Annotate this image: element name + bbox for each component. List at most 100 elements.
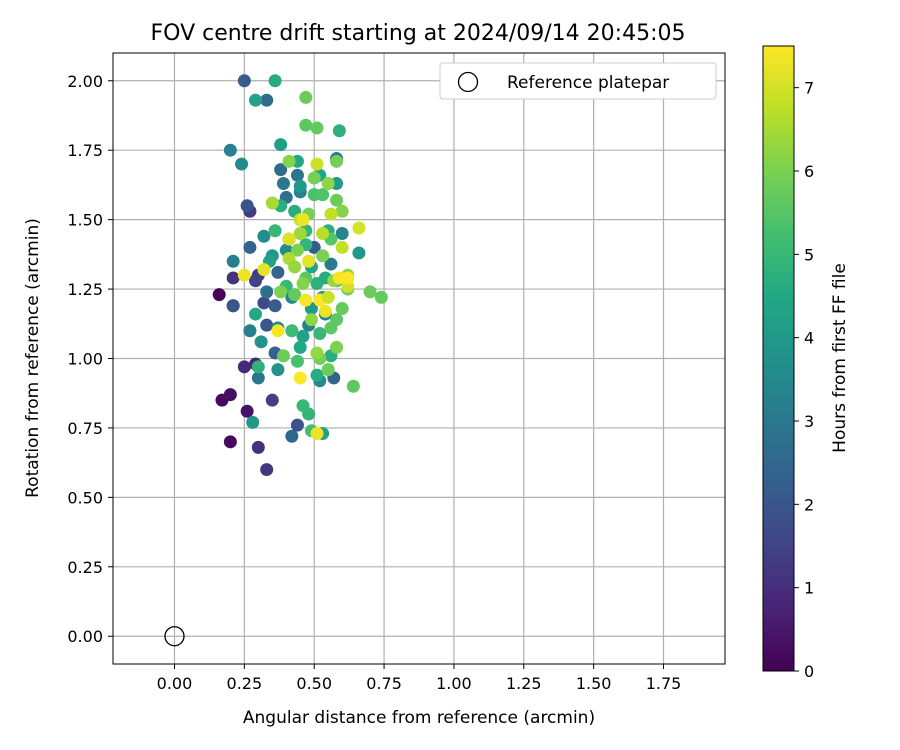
data-point bbox=[310, 426, 324, 440]
data-point bbox=[268, 224, 282, 238]
colorbar-tick-label: 1 bbox=[804, 579, 814, 598]
colorbar-tick-label: 3 bbox=[804, 412, 814, 431]
data-point bbox=[212, 288, 226, 302]
data-point bbox=[310, 121, 324, 135]
data-point bbox=[316, 188, 330, 202]
colorbar-ticks: 0 1 2 3 4 5 6 7 bbox=[794, 79, 814, 681]
legend-box bbox=[439, 62, 717, 100]
data-point bbox=[240, 199, 254, 213]
data-point bbox=[293, 371, 307, 385]
x-axis-ticks: 0.00 0.25 0.50 0.75 1.00 1.25 1.50 1.75 bbox=[157, 664, 681, 693]
data-point bbox=[299, 118, 313, 132]
data-point bbox=[290, 418, 304, 432]
y-tick-label: 0.50 bbox=[67, 488, 103, 507]
colorbar-label: Hours from first FF file bbox=[830, 263, 850, 453]
x-tick-label: 0.50 bbox=[296, 674, 332, 693]
data-point bbox=[223, 388, 237, 402]
data-point bbox=[288, 288, 302, 302]
y-tick-label: 2.00 bbox=[67, 72, 103, 91]
y-tick-label: 1.50 bbox=[67, 211, 103, 230]
data-point bbox=[282, 232, 296, 246]
data-point bbox=[257, 263, 271, 277]
x-tick-label: 1.25 bbox=[506, 674, 542, 693]
colorbar: 0 1 2 3 4 5 6 7 Hours from first FF file bbox=[762, 45, 850, 681]
data-point bbox=[299, 293, 313, 307]
data-point bbox=[302, 254, 316, 268]
data-point bbox=[304, 313, 318, 327]
legend-marker-icon bbox=[457, 71, 479, 93]
y-tick-label: 1.25 bbox=[67, 280, 103, 299]
data-point bbox=[296, 329, 310, 343]
data-point bbox=[341, 271, 355, 285]
data-point bbox=[335, 204, 349, 218]
data-point bbox=[251, 360, 265, 374]
data-point bbox=[335, 240, 349, 254]
data-point bbox=[282, 154, 296, 168]
data-point bbox=[254, 335, 268, 349]
data-point bbox=[237, 268, 251, 282]
data-point bbox=[293, 340, 307, 354]
data-point bbox=[316, 227, 330, 241]
data-point bbox=[374, 290, 388, 304]
data-point bbox=[335, 227, 349, 241]
data-point bbox=[330, 340, 344, 354]
data-point bbox=[288, 260, 302, 274]
data-point bbox=[235, 157, 249, 171]
data-point bbox=[299, 90, 313, 104]
data-point bbox=[249, 274, 263, 288]
data-point bbox=[274, 163, 288, 177]
data-point bbox=[296, 277, 310, 291]
data-point bbox=[296, 399, 310, 413]
data-point bbox=[237, 74, 251, 88]
data-point bbox=[260, 285, 274, 299]
data-point bbox=[271, 324, 285, 338]
data-point bbox=[260, 318, 274, 332]
data-point bbox=[257, 229, 271, 243]
data-point bbox=[346, 379, 360, 393]
colorbar-tick-label: 7 bbox=[804, 79, 814, 98]
data-point bbox=[226, 271, 240, 285]
data-point bbox=[330, 193, 344, 207]
y-tick-label: 0.75 bbox=[67, 419, 103, 438]
data-point bbox=[251, 440, 265, 454]
y-tick-label: 0.25 bbox=[67, 558, 103, 577]
data-point bbox=[285, 429, 299, 443]
data-point bbox=[316, 249, 330, 263]
data-point bbox=[271, 363, 285, 377]
data-point bbox=[243, 240, 257, 254]
colorbar-tick-label: 2 bbox=[804, 495, 814, 514]
data-point bbox=[290, 354, 304, 368]
data-point bbox=[290, 243, 304, 257]
x-tick-label: 0.75 bbox=[366, 674, 402, 693]
data-point bbox=[318, 304, 332, 318]
data-point bbox=[332, 124, 346, 138]
data-point bbox=[265, 393, 279, 407]
data-point bbox=[296, 213, 310, 227]
data-point bbox=[260, 93, 274, 107]
x-tick-label: 0.00 bbox=[157, 674, 193, 693]
y-tick-label: 1.00 bbox=[67, 350, 103, 369]
data-point bbox=[310, 346, 324, 360]
data-point bbox=[324, 207, 338, 221]
data-point bbox=[249, 307, 263, 321]
data-point bbox=[352, 221, 366, 235]
data-point bbox=[274, 138, 288, 152]
data-point bbox=[268, 74, 282, 88]
data-point bbox=[246, 415, 260, 429]
legend: Reference platepar bbox=[439, 62, 717, 100]
data-point bbox=[324, 257, 338, 271]
data-point bbox=[249, 93, 263, 107]
x-axis-label: Angular distance from reference (arcmin) bbox=[243, 708, 595, 728]
data-point bbox=[313, 327, 327, 341]
legend-label-reference: Reference platepar bbox=[507, 73, 669, 93]
data-point bbox=[293, 227, 307, 241]
colorbar-tick-label: 0 bbox=[804, 662, 814, 681]
data-point bbox=[226, 299, 240, 313]
data-point bbox=[260, 463, 274, 477]
data-point bbox=[271, 265, 285, 279]
data-point bbox=[307, 171, 321, 185]
reference-platepar-marker bbox=[164, 626, 185, 647]
data-point bbox=[276, 177, 290, 191]
data-point bbox=[290, 168, 304, 182]
